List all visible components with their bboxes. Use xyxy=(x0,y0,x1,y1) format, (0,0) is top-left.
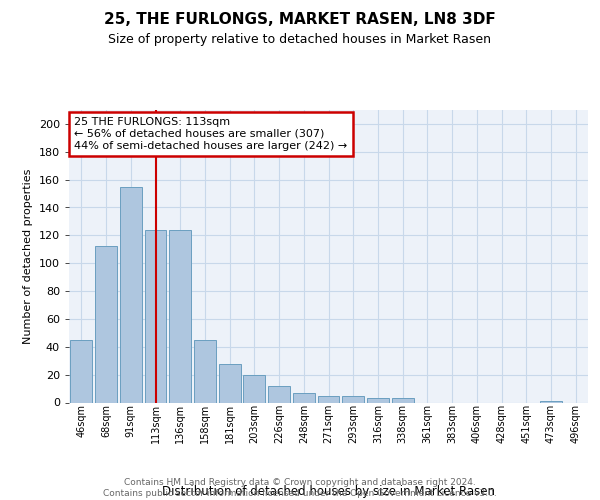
Text: Size of property relative to detached houses in Market Rasen: Size of property relative to detached ho… xyxy=(109,32,491,46)
Text: 25, THE FURLONGS, MARKET RASEN, LN8 3DF: 25, THE FURLONGS, MARKET RASEN, LN8 3DF xyxy=(104,12,496,28)
Bar xyxy=(343,396,364,402)
X-axis label: Distribution of detached houses by size in Market Rasen: Distribution of detached houses by size … xyxy=(162,485,495,498)
Bar xyxy=(120,186,142,402)
Text: Contains HM Land Registry data © Crown copyright and database right 2024.
Contai: Contains HM Land Registry data © Crown c… xyxy=(103,478,497,498)
Bar xyxy=(317,396,340,402)
Bar xyxy=(293,393,314,402)
Bar xyxy=(392,398,413,402)
Bar xyxy=(268,386,290,402)
Bar xyxy=(194,340,216,402)
Y-axis label: Number of detached properties: Number of detached properties xyxy=(23,168,33,344)
Bar xyxy=(540,401,562,402)
Bar xyxy=(244,374,265,402)
Bar xyxy=(219,364,241,403)
Bar xyxy=(145,230,166,402)
Bar xyxy=(70,340,92,402)
Bar xyxy=(169,230,191,402)
Bar xyxy=(367,398,389,402)
Bar xyxy=(95,246,117,402)
Text: 25 THE FURLONGS: 113sqm
← 56% of detached houses are smaller (307)
44% of semi-d: 25 THE FURLONGS: 113sqm ← 56% of detache… xyxy=(74,118,347,150)
